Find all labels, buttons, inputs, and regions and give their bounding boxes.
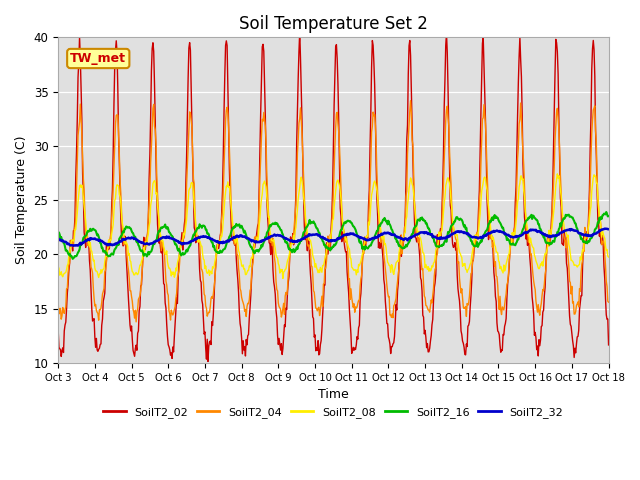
Title: Soil Temperature Set 2: Soil Temperature Set 2 (239, 15, 428, 33)
Legend: SoilT2_02, SoilT2_04, SoilT2_08, SoilT2_16, SoilT2_32: SoilT2_02, SoilT2_04, SoilT2_08, SoilT2_… (99, 403, 568, 422)
Y-axis label: Soil Temperature (C): Soil Temperature (C) (15, 136, 28, 264)
X-axis label: Time: Time (318, 388, 349, 401)
Text: TW_met: TW_met (70, 52, 126, 65)
